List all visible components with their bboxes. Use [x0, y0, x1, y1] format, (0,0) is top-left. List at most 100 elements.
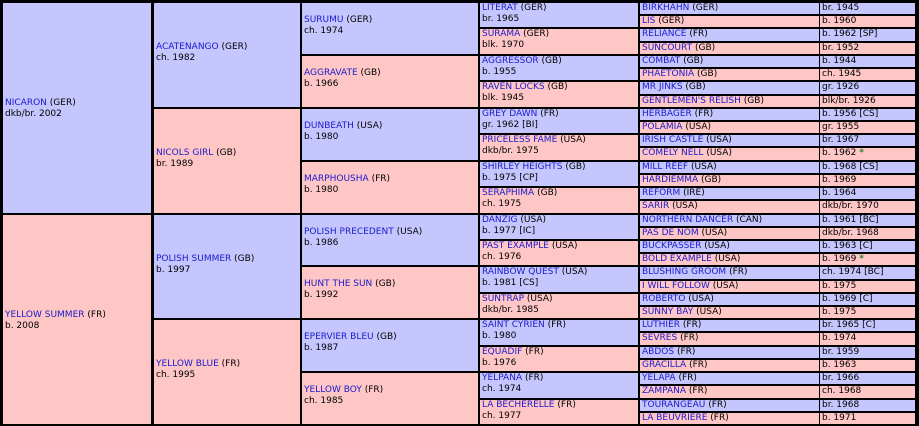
horse-name-line: SAINT CYRIEN (FR)	[482, 320, 636, 331]
horse-name-line: NICOLS GIRL (GB)	[156, 148, 298, 159]
horse-cell: TOURANGEAU (FR)	[640, 400, 819, 411]
horse-name-link[interactable]: NICOLS GIRL	[156, 148, 214, 158]
horse-name-link[interactable]: SUNCOURT	[642, 43, 693, 53]
horse-name-link[interactable]: EPERVIER BLEU	[304, 332, 374, 342]
horse-name-link[interactable]: GRACILLA	[642, 360, 687, 370]
horse-name-link[interactable]: BLUSHING GROOM	[642, 267, 727, 277]
horse-name-link[interactable]: HARDIEMMA	[642, 175, 699, 185]
horse-name-link[interactable]: NICARON	[5, 98, 47, 108]
horse-name-link[interactable]: YELLOW BLUE	[156, 359, 219, 369]
horse-details: b. 1961 [BC]	[822, 215, 879, 225]
horse-name-link[interactable]: MR JINKS	[642, 82, 683, 92]
horse-name-link[interactable]: LA BEUVRIERE	[642, 413, 708, 423]
horse-name-link[interactable]: SARIR	[642, 201, 670, 211]
horse-name-link[interactable]: REFORM	[642, 188, 681, 198]
horse-name-link[interactable]: SHIRLEY HEIGHTS	[482, 162, 563, 172]
horse-name-link[interactable]: RELIANCE	[642, 29, 687, 39]
horse-name-link[interactable]: POLISH PRECEDENT	[304, 227, 394, 237]
horse-name-link[interactable]: GENTLEMEN'S RELISH	[642, 96, 741, 106]
horse-name-link[interactable]: AGGRAVATE	[304, 68, 358, 78]
horse-name-link[interactable]: EQUADIF	[482, 347, 523, 357]
horse-name-link[interactable]: SUNTRAP	[482, 294, 525, 304]
country-code: (USA)	[356, 121, 383, 131]
horse-name-link[interactable]: SUNNY BAY	[642, 307, 694, 317]
country-code: (FR)	[729, 267, 748, 277]
horse-name-link[interactable]: HUNT THE SUN	[304, 279, 373, 289]
horse-cell: ACATENANGO (GER) ch. 1982	[154, 3, 300, 107]
country-code: (USA)	[561, 267, 588, 277]
horse-name-link[interactable]: BUCKPASSER	[642, 241, 702, 251]
horse-name-link[interactable]: YELLOW SUMMER	[5, 310, 85, 320]
horse-name-line: SHIRLEY HEIGHTS (GB)	[482, 162, 636, 173]
horse-cell: SURUMU (GER) ch. 1974	[302, 3, 478, 54]
horse-name-link[interactable]: SERAPHIMA	[482, 188, 535, 198]
horse-name-link[interactable]: YELAPA	[642, 373, 676, 383]
horse-name-link[interactable]: IRISH CASTLE	[642, 135, 704, 145]
star-marker: *	[859, 254, 864, 264]
horse-name-link[interactable]: SURUMU	[304, 15, 344, 25]
horse-cell: SUNCOURT (GB)	[640, 43, 819, 54]
horse-name-link[interactable]: SURAMA	[482, 29, 521, 39]
horse-name-link[interactable]: PAS DE NOM	[642, 228, 699, 238]
horse-name-line: SUNTRAP (USA)	[482, 294, 636, 305]
country-code: (USA)	[685, 122, 711, 132]
horse-details: gr. 1926	[822, 82, 860, 92]
horse-name-link[interactable]: GREY DAWN	[482, 109, 538, 119]
horse-name-line: ACATENANGO (GER)	[156, 42, 298, 53]
horse-cell: EQUADIF (FR) b. 1976	[480, 347, 638, 371]
horse-name-link[interactable]: DUNBEATH	[304, 121, 354, 131]
horse-name-link[interactable]: BIRKHAHN	[642, 3, 690, 13]
horse-cell: DANZIG (USA) b. 1977 [IC]	[480, 215, 638, 239]
horse-details: b. 1968 [CS]	[822, 162, 879, 172]
horse-cell: LA BEUVRIERE (FR)	[640, 413, 819, 424]
horse-name-link[interactable]: ROBERTO	[642, 294, 686, 304]
horse-name-link[interactable]: ZAMPANA	[642, 386, 686, 396]
horse-details: br. 1945	[822, 3, 860, 13]
horse-details: b. 1956 [CS]	[822, 109, 879, 119]
horse-name-link[interactable]: RAINBOW QUEST	[482, 267, 559, 277]
horse-name-link[interactable]: COMBAT	[642, 56, 681, 66]
horse-name-link[interactable]: POLISH SUMMER	[156, 254, 232, 264]
horse-name-link[interactable]: SEVRES	[642, 333, 678, 343]
country-code: (GER)	[346, 15, 373, 25]
country-code: (FR)	[557, 400, 576, 410]
horse-name-link[interactable]: NORTHERN DANCER	[642, 215, 734, 225]
horse-name-link[interactable]: LUTHIER	[642, 320, 681, 330]
horse-name-link[interactable]: I WILL FOLLOW	[642, 281, 710, 291]
horse-name-line: DUNBEATH (USA)	[304, 121, 476, 132]
horse-details-cell: b. 1969 [C]	[820, 294, 915, 305]
horse-name-link[interactable]: BOLD EXAMPLE	[642, 254, 712, 264]
horse-details: b. 1980	[482, 331, 517, 341]
horse-name-link[interactable]: LITERAT	[482, 3, 518, 13]
horse-name-link[interactable]: MILL REEF	[642, 162, 689, 172]
horse-name-link[interactable]: ACATENANGO	[156, 42, 219, 52]
horse-details: ch. 1974 [BC]	[822, 267, 884, 277]
horse-name-link[interactable]: LA BECHERELLE	[482, 400, 555, 410]
horse-name-link[interactable]: PAST EXAMPLE	[482, 241, 549, 251]
horse-name-link[interactable]: YELLOW BOY	[304, 385, 362, 395]
horse-name-link[interactable]: LIS	[642, 16, 656, 26]
horse-name-link[interactable]: YELPANA	[482, 373, 523, 383]
horse-name-link[interactable]: POLAMIA	[642, 122, 683, 132]
horse-details-cell: ch. 1974 [BC]	[820, 267, 915, 279]
horse-cell: BUCKPASSER (USA)	[640, 241, 819, 252]
horse-name-link[interactable]: RAVEN LOCKS	[482, 82, 545, 92]
horse-cell: COMBAT (GB)	[640, 56, 819, 67]
horse-name-link[interactable]: SAINT CYRIEN	[482, 320, 545, 330]
horse-details: b. 1969 [C]	[822, 294, 873, 304]
horse-cell: LA BECHERELLE (FR) ch. 1977	[480, 400, 638, 424]
horse-name-line: RAINBOW QUEST (USA)	[482, 267, 636, 278]
horse-name-link[interactable]: COMELY NELL	[642, 148, 704, 158]
country-code: (USA)	[672, 201, 698, 211]
horse-name-link[interactable]: PRICELESS FAME	[482, 135, 558, 145]
country-code: (GB)	[541, 56, 562, 66]
horse-name-link[interactable]: HERBAGER	[642, 109, 692, 119]
horse-name-link[interactable]: DANZIG	[482, 215, 518, 225]
horse-name-link[interactable]: TOURANGEAU	[642, 400, 706, 410]
horse-name-link[interactable]: AGGRESSOR	[482, 56, 539, 66]
horse-name-link[interactable]: ABDOS	[642, 347, 675, 357]
horse-name-link[interactable]: PHAETONIA	[642, 69, 695, 79]
horse-name-line: SERAPHIMA (GB)	[482, 188, 636, 199]
horse-name-link[interactable]: MARPHOUSHA	[304, 174, 369, 184]
horse-cell: SEVRES (FR)	[640, 333, 819, 345]
